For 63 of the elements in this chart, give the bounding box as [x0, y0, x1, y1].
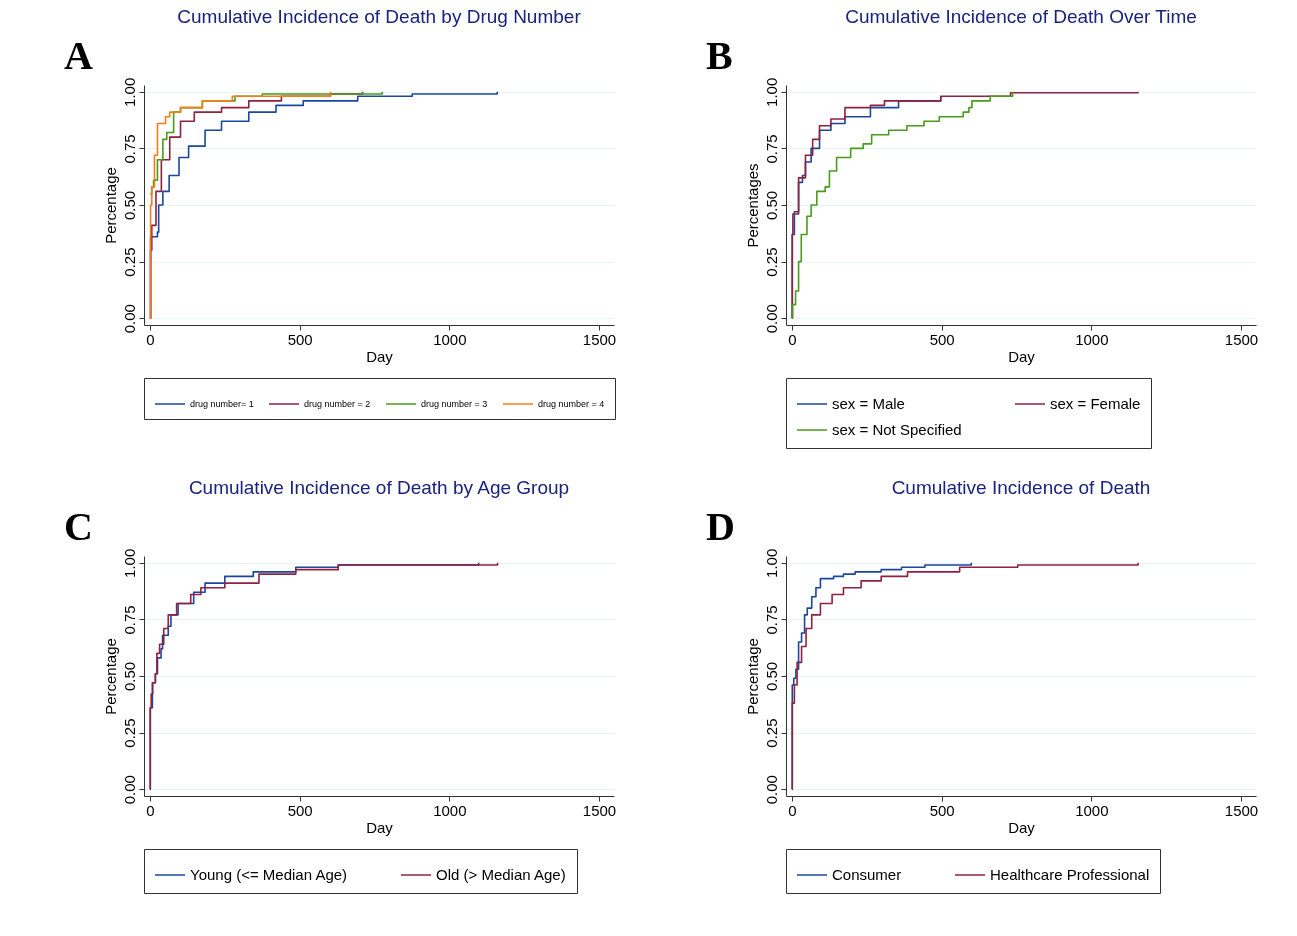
- y-tick-label: 0.00: [120, 304, 138, 334]
- x-tick-label: 500: [929, 801, 955, 819]
- x-tick-label: 1500: [582, 801, 617, 819]
- legend-label: sex = Not Specified: [832, 421, 962, 438]
- y-tick-label: 1.00: [120, 77, 138, 107]
- y-tick-label: 1.00: [762, 548, 780, 578]
- x-tick-label: 500: [929, 330, 955, 348]
- y-axis-title: Percentage: [743, 638, 761, 715]
- x-tick-label: 1500: [1224, 801, 1259, 819]
- y-tick-label: 0.50: [762, 190, 780, 221]
- y-tick-label: 0.25: [762, 247, 780, 277]
- legend-label: Healthcare Professional: [990, 866, 1150, 883]
- x-axis-title: Day: [366, 347, 394, 365]
- x-axis-title: Day: [1008, 818, 1036, 836]
- y-axis-title: Percentage: [101, 638, 119, 715]
- chart-title: Cumulative Incidence of Death Over Time: [845, 6, 1197, 27]
- x-tick-label: 1500: [582, 330, 617, 348]
- chart-title: Cumulative Incidence of Death by Drug Number: [177, 6, 582, 27]
- text: A: [64, 33, 93, 78]
- x-tick-label: 0: [788, 330, 797, 348]
- y-tick-label: 0.25: [762, 718, 780, 748]
- x-tick-label: 0: [788, 801, 797, 819]
- legend-label: drug number = 3: [421, 399, 488, 409]
- x-tick-label: 1000: [433, 801, 467, 819]
- text: D: [706, 504, 735, 549]
- y-tick-label: 0.75: [120, 605, 138, 635]
- legend-label: Consumer: [832, 866, 902, 883]
- y-tick-label: 0.75: [762, 134, 780, 164]
- y-tick-label: 1.00: [762, 77, 780, 107]
- x-tick-label: 1000: [1075, 330, 1109, 348]
- legend-label: sex = Female: [1050, 395, 1141, 412]
- y-tick-label: 0.00: [120, 775, 138, 805]
- y-tick-label: 0.25: [120, 718, 138, 748]
- legend-label: drug number = 2: [304, 399, 371, 409]
- y-axis-title: Percentage: [101, 167, 119, 244]
- text: B: [706, 33, 733, 78]
- x-tick-label: 1000: [433, 330, 467, 348]
- x-tick-label: 0: [146, 330, 155, 348]
- legend-label: sex = Male: [832, 395, 905, 412]
- y-tick-label: 0.50: [762, 661, 780, 692]
- text: C: [64, 504, 93, 549]
- x-axis-title: Day: [1008, 347, 1036, 365]
- y-tick-label: 0.25: [120, 247, 138, 277]
- y-tick-label: 0.00: [762, 304, 780, 334]
- x-tick-label: 500: [287, 330, 313, 348]
- x-tick-label: 1500: [1224, 330, 1259, 348]
- chart-title: Cumulative Incidence of Death: [891, 477, 1151, 498]
- x-tick-label: 500: [287, 801, 313, 819]
- y-tick-label: 0.75: [120, 134, 138, 164]
- legend-label: drug number= 1: [190, 399, 254, 409]
- y-tick-label: 0.50: [120, 661, 138, 692]
- y-tick-label: 1.00: [120, 548, 138, 578]
- y-tick-label: 0.00: [762, 775, 780, 805]
- x-axis-title: Day: [366, 818, 394, 836]
- legend-label: Old (> Median Age): [436, 866, 566, 883]
- legend-label: drug number = 4: [538, 399, 605, 409]
- chart-title: Cumulative Incidence of Death by Age Group: [188, 477, 570, 498]
- x-tick-label: 1000: [1075, 801, 1109, 819]
- y-tick-label: 0.75: [762, 605, 780, 635]
- legend-label: Young (<= Median Age): [190, 866, 348, 883]
- y-tick-label: 0.50: [120, 190, 138, 221]
- y-axis-title: Percentages: [743, 163, 761, 248]
- x-tick-label: 0: [146, 801, 155, 819]
